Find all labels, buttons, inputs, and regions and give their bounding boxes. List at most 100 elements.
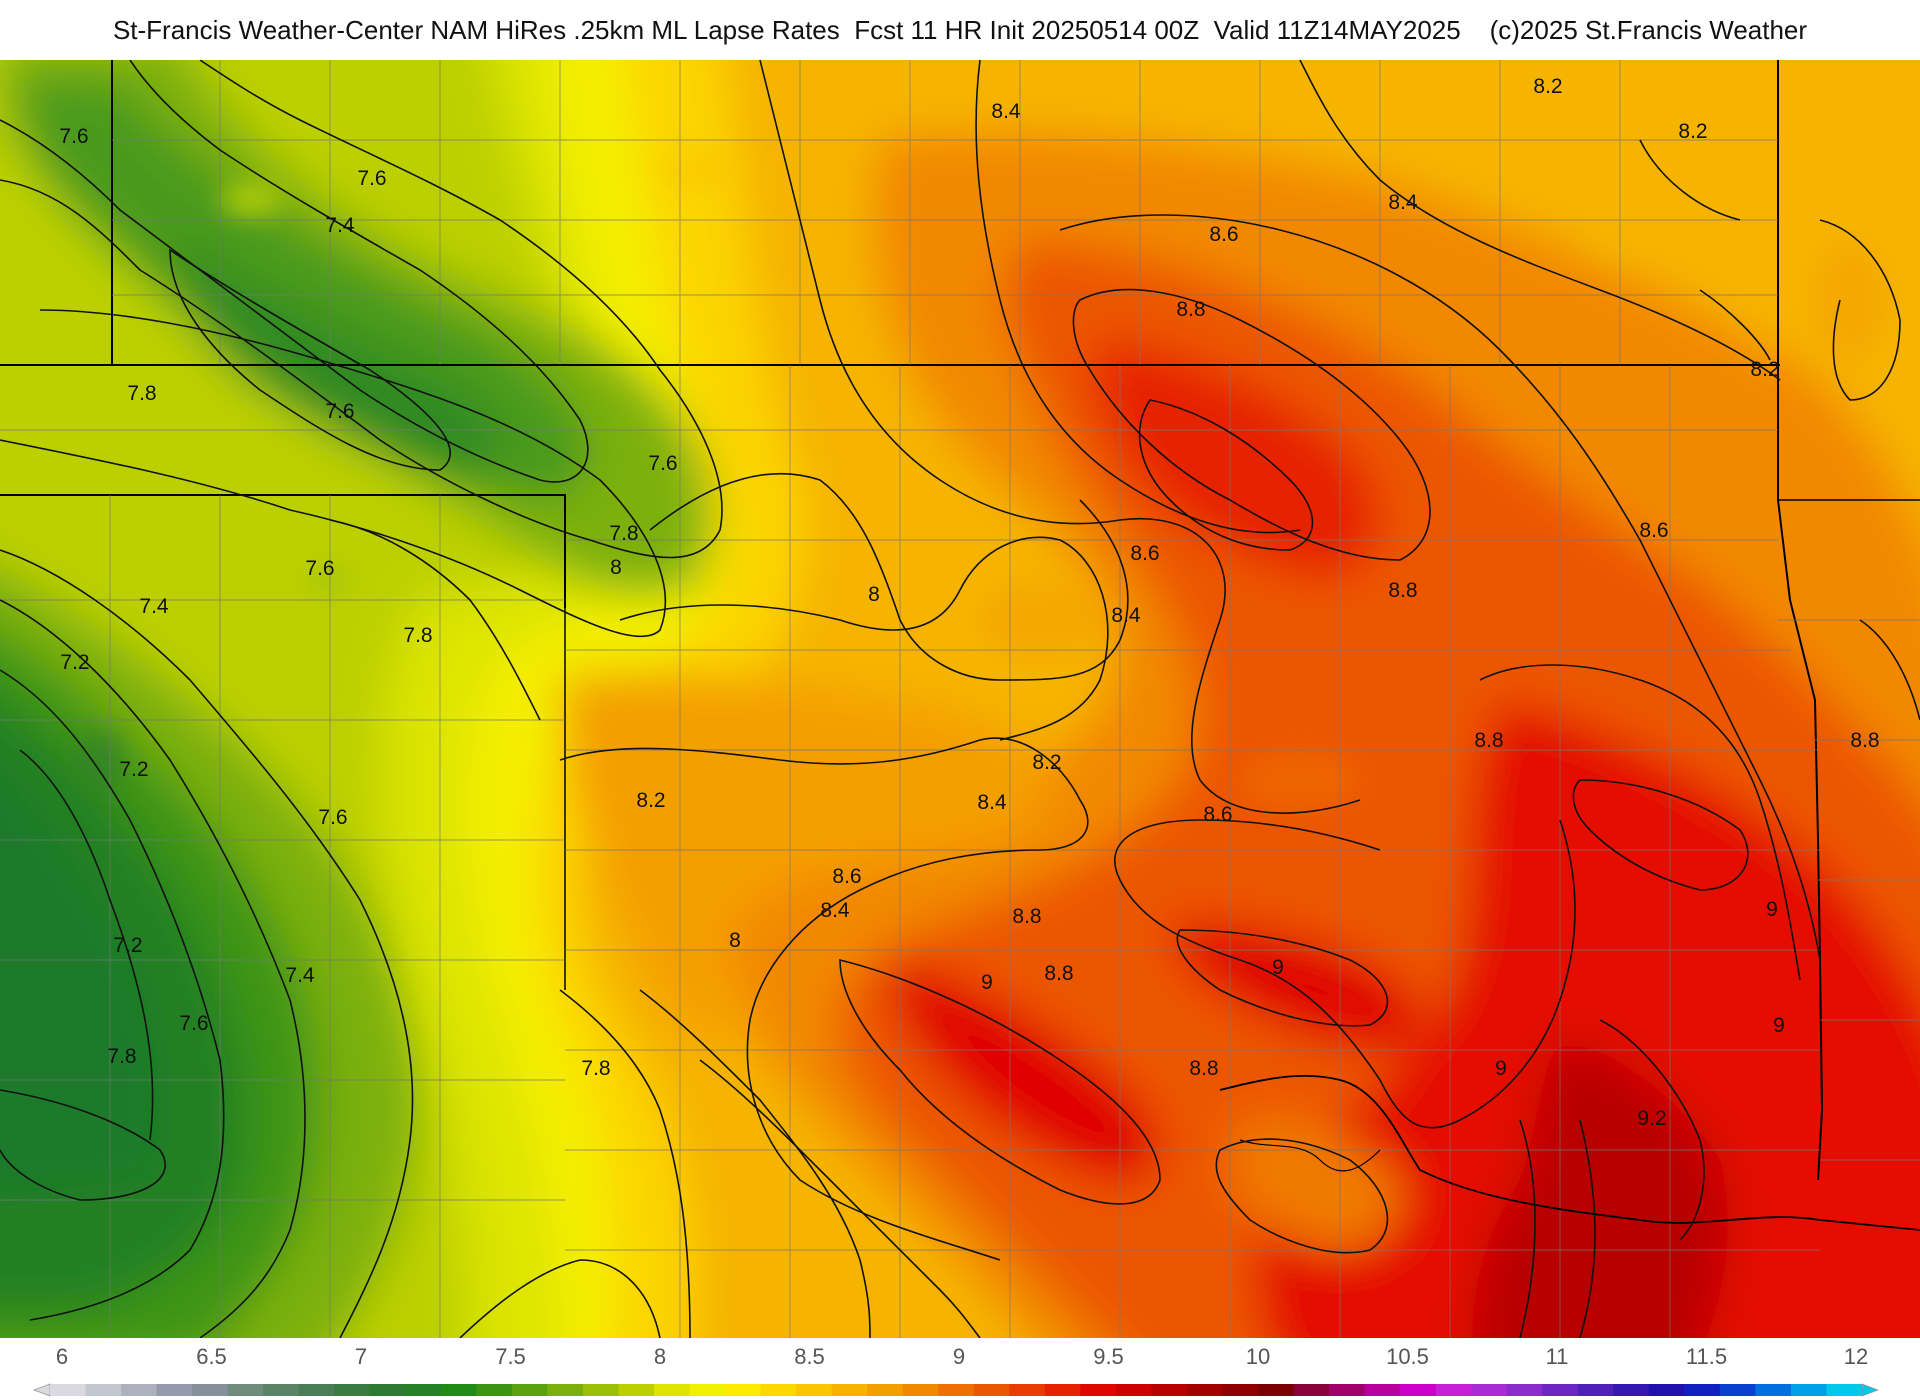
colorbar-tick-label: 7.5: [495, 1344, 526, 1369]
contour-lines: [0, 60, 1920, 1338]
colorbar-tick-label: 12: [1843, 1344, 1869, 1369]
contour-label: 7.6: [318, 806, 347, 829]
colorbar-swatch: [831, 1384, 868, 1396]
colorbar-swatch: [1329, 1384, 1366, 1396]
contour-label: 7.6: [325, 400, 354, 423]
contour-label: 7.2: [60, 651, 89, 674]
colorbar-tick-label: 8.5: [794, 1344, 825, 1369]
colorbar-tick-label: 9.5: [1093, 1344, 1124, 1369]
contour-label: 8.6: [1130, 542, 1159, 565]
colorbar-swatch: [1826, 1384, 1863, 1396]
colorbar-swatch: [902, 1384, 939, 1396]
contour-label: 7.8: [581, 1057, 610, 1080]
colorbar: 6 6.5 7 7.5 8 8.5 9 9.5 10 10.5 11 11.5 12: [0, 1338, 1920, 1400]
contour-label: 7.8: [127, 382, 156, 405]
colorbar-swatch: [369, 1384, 406, 1396]
lapse-rate-map[interactable]: 7.6 7.6 7.4 7.8 7.6 7.6 7.8 8 7.6 7.4 7.…: [0, 60, 1920, 1338]
colorbar-swatch: [298, 1384, 335, 1396]
colorbar-swatch: [654, 1384, 691, 1396]
colorbar-swatch: [1044, 1384, 1081, 1396]
contour-label: 8.8: [1388, 579, 1417, 602]
contour-label: 7.2: [113, 934, 142, 957]
colorbar-swatch: [156, 1384, 193, 1396]
contour-label: 8.8: [1189, 1057, 1218, 1080]
colorbar-tick-label: 8: [653, 1344, 667, 1369]
contour-label: 8.4: [1111, 604, 1141, 627]
contour-label: 8.2: [1032, 751, 1061, 774]
colorbar-swatch: [1364, 1384, 1401, 1396]
chart-title: St-Francis Weather-Center NAM HiRes .25k…: [112, 14, 1808, 45]
contour-label: 8: [729, 929, 741, 952]
color-fill-layer: [0, 60, 1920, 1338]
colorbar-swatch: [192, 1384, 229, 1396]
contour-label: 7.6: [357, 167, 386, 190]
contour-label: 8.4: [991, 100, 1021, 123]
colorbar-swatch: [511, 1384, 549, 1396]
colorbar-swatch: [476, 1384, 513, 1396]
contour-label: 9: [1766, 898, 1778, 921]
colorbar-swatch: [1151, 1384, 1188, 1396]
colorbar-swatch: [867, 1384, 904, 1396]
contour-label: 8: [868, 583, 880, 606]
colorbar-tick-label: 11.5: [1685, 1344, 1728, 1369]
colorbar-swatch: [121, 1384, 158, 1396]
colorbar-swatch: [1435, 1384, 1472, 1396]
contour-label: 7.8: [403, 624, 432, 647]
contour-label: 7.4: [325, 214, 355, 237]
contour-label: 7.6: [648, 452, 677, 475]
contour-label-group: 7.6 7.6 7.4 7.8 7.6 7.6 7.8 8 7.6 7.4 7.…: [59, 75, 1879, 1130]
contour-label: 8.4: [1388, 191, 1418, 214]
colorbar-swatch: [440, 1384, 477, 1396]
colorbar-swatch: [1613, 1384, 1650, 1396]
contour-label: 8.6: [832, 865, 861, 888]
contour-label: 7.4: [139, 595, 169, 618]
colorbar-tick-label: 6: [55, 1344, 69, 1369]
contour-label: 7.2: [119, 758, 148, 781]
colorbar-swatch: [1790, 1384, 1828, 1396]
colorbar-swatch: [725, 1384, 762, 1396]
contour-label: 8.8: [1176, 298, 1205, 321]
contour-label: 9: [1773, 1014, 1785, 1037]
colorbar-swatch: [1222, 1384, 1259, 1396]
contour-label: 8.2: [636, 789, 665, 812]
contour-label: 8.6: [1203, 803, 1232, 826]
colorbar-swatch: [1506, 1384, 1543, 1396]
colorbar-swatch: [227, 1384, 264, 1396]
contour-label: 9: [1495, 1057, 1507, 1080]
map-panel[interactable]: 7.6 7.6 7.4 7.8 7.6 7.6 7.8 8 7.6 7.4 7.…: [0, 60, 1920, 1338]
colorbar-swatch: [689, 1384, 726, 1396]
colorbar-tick-label: 6.5: [196, 1344, 227, 1369]
colorbar-swatch: [85, 1384, 122, 1396]
contour-label: 7.8: [107, 1045, 136, 1068]
colorbar-swatch: [405, 1384, 442, 1396]
colorbar-swatch: [1258, 1384, 1295, 1396]
colorbar-swatch: [1293, 1384, 1330, 1396]
colorbar-swatch: [1115, 1384, 1153, 1396]
colorbar-swatch: [1009, 1384, 1046, 1396]
contour-label: 8.8: [1474, 729, 1503, 752]
colorbar-bar: [32, 1383, 1880, 1397]
colorbar-swatch: [50, 1384, 87, 1396]
contour-label: 8.6: [1209, 223, 1238, 246]
contour-label: 8: [610, 556, 622, 579]
colorbar-tick-label: 10.5: [1386, 1344, 1429, 1369]
colorbar-swatch: [263, 1384, 300, 1396]
contour-label: 8.2: [1750, 358, 1779, 381]
colorbar-swatch: [618, 1384, 655, 1396]
colorbar-swatch: [973, 1384, 1010, 1396]
boundaries: [0, 60, 1920, 1338]
colorbar-swatch: [334, 1384, 371, 1396]
contour-label: 7.4: [285, 964, 315, 987]
colorbar-swatch: [1400, 1384, 1437, 1396]
colorbar-swatch: [547, 1384, 584, 1396]
contour-label: 7.6: [179, 1012, 208, 1035]
contour-label: 8.4: [820, 899, 850, 922]
colorbar-swatch: [1684, 1384, 1721, 1396]
colorbar-tick-label: 7: [354, 1344, 368, 1369]
contour-label: 8.2: [1533, 75, 1562, 98]
colorbar-swatch: [938, 1384, 975, 1396]
colorbar-over-arrow: [1861, 1383, 1880, 1397]
colorbar-swatch: [1186, 1384, 1224, 1396]
colorbar-swatch: [582, 1384, 620, 1396]
contour-label: 8.8: [1012, 905, 1041, 928]
